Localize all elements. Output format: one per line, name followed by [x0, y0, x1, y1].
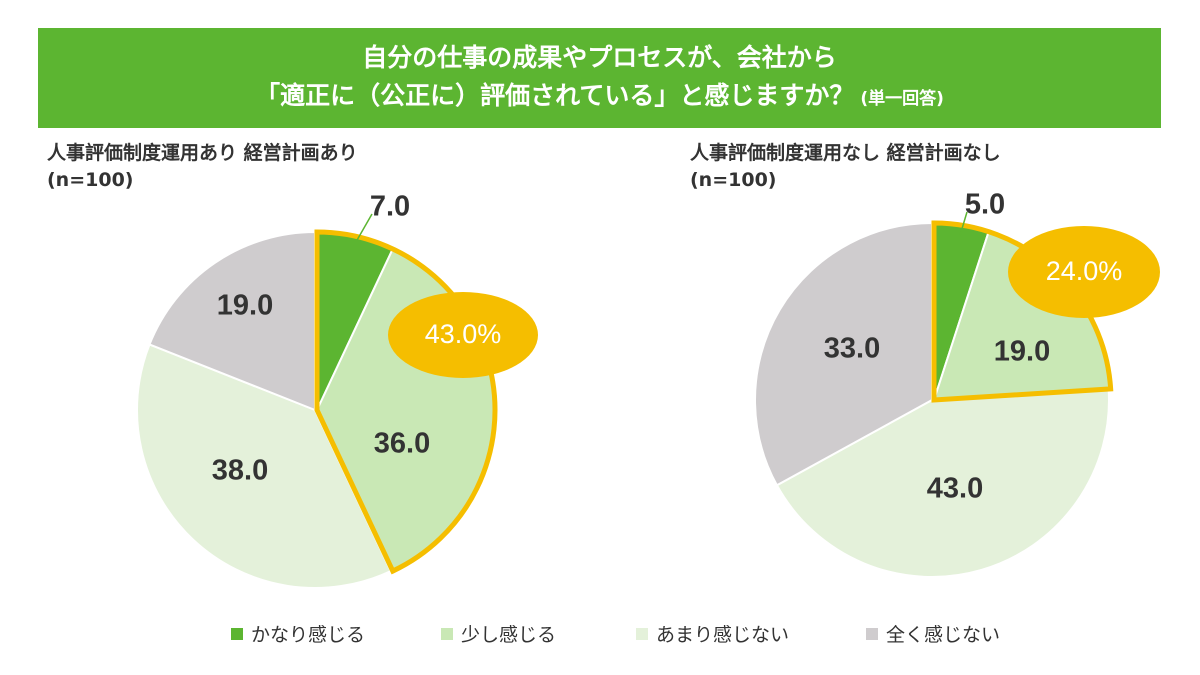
- title-note: (単一回答): [860, 88, 944, 109]
- pie-1-label-very: 7.0: [370, 191, 410, 223]
- pie-1-slice-not-at-all: [148, 230, 316, 412]
- pie-1-slice-not-much: [136, 343, 393, 589]
- pie-1-label-not-much: 38.0: [212, 455, 268, 487]
- left-chart-n: (n=100): [47, 169, 134, 191]
- pie-2-label-somewhat: 19.0: [994, 336, 1050, 368]
- right-chart-header: 人事評価制度運用なし 経営計画なし (n=100): [690, 140, 1001, 194]
- title-line-1: 自分の仕事の成果やプロセスが、会社から: [362, 42, 837, 72]
- pie-1-label-somewhat: 36.0: [374, 428, 430, 460]
- right-chart-title: 人事評価制度運用なし 経営計画なし: [690, 142, 1001, 164]
- pie-2-label-not-at-all: 33.0: [824, 333, 880, 365]
- legend-item-very: かなり感じる: [231, 620, 365, 647]
- pie-2-slice-not-at-all: [754, 221, 933, 487]
- legend-swatch-not-much: [636, 627, 648, 640]
- legend-item-somewhat: 少し感じる: [441, 620, 556, 647]
- right-chart-n: (n=100): [690, 169, 777, 191]
- pie-1-total-label: 43.0%: [425, 319, 502, 349]
- legend-label-not-at-all: 全く感じない: [886, 624, 1001, 646]
- legend-label-not-much: あまり感じない: [656, 624, 790, 646]
- title-line-2-text: 「適正に（公正に）評価されている」と感じますか？: [255, 80, 855, 110]
- pie-1-leader-line: [352, 213, 373, 247]
- pie-chart-2: 5.0 19.0 43.0 33.0 24.0%: [754, 189, 1160, 578]
- pie-2-label-very: 5.0: [965, 189, 1005, 221]
- pie-2-total-bubble: [1008, 226, 1160, 318]
- left-chart-title: 人事評価制度運用あり 経営計画あり: [47, 142, 358, 164]
- legend: かなり感じる 少し感じる あまり感じない 全く感じない: [0, 620, 1200, 647]
- title-line-2: 「適正に（公正に）評価されている」と感じますか？ (単一回答): [255, 77, 944, 118]
- legend-swatch-not-at-all: [866, 627, 878, 640]
- pie-2-total-label: 24.0%: [1046, 256, 1123, 286]
- title-banner: 自分の仕事の成果やプロセスが、会社から 「適正に（公正に）評価されている」と感じ…: [38, 28, 1161, 128]
- legend-swatch-very: [231, 627, 243, 640]
- legend-item-not-much: あまり感じない: [636, 620, 789, 647]
- pie-2-leader-line: [959, 211, 968, 236]
- pie-chart-1: 7.0 36.0 38.0 19.0 43.0%: [136, 191, 538, 589]
- legend-label-somewhat: 少し感じる: [461, 624, 557, 646]
- legend-swatch-somewhat: [441, 627, 453, 640]
- pie-2-slice-not-much: [775, 387, 1110, 578]
- legend-item-not-at-all: 全く感じない: [866, 620, 1000, 647]
- pie-1-total-bubble: [388, 292, 538, 378]
- pie-1-label-not-at-all: 19.0: [217, 290, 273, 322]
- left-chart-header: 人事評価制度運用あり 経営計画あり (n=100): [47, 140, 358, 194]
- pie-2-label-not-much: 43.0: [927, 473, 983, 505]
- legend-label-very: かなり感じる: [251, 624, 366, 646]
